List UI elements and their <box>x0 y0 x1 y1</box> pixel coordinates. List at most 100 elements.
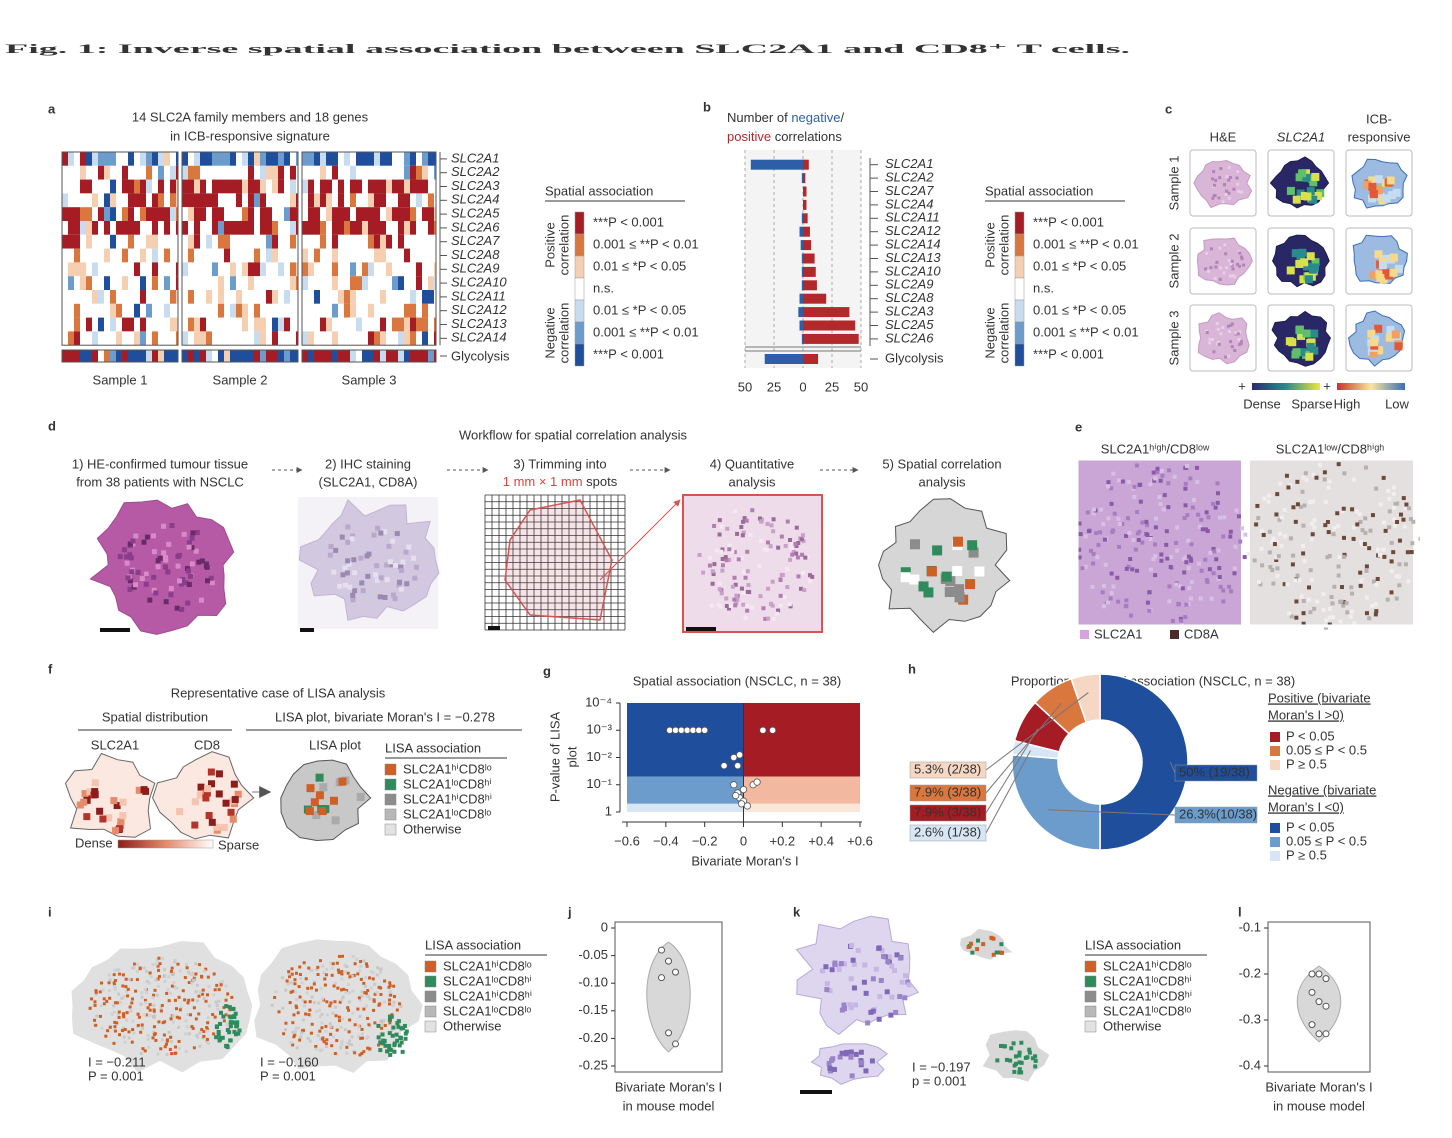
tissue-patch <box>1234 508 1239 513</box>
heatmap-cell <box>128 290 134 304</box>
tissue-patch <box>1311 472 1316 477</box>
tissue-patch <box>320 1012 324 1016</box>
region <box>743 703 860 777</box>
tissue-patch <box>387 559 393 565</box>
tissue-patch <box>765 540 770 545</box>
tissue-patch <box>293 1029 297 1033</box>
tissue-patch <box>347 1039 351 1043</box>
heatmap-cell <box>278 165 284 180</box>
tissue-patch <box>1385 597 1390 602</box>
heatmap-cell <box>242 234 248 249</box>
tissue-patch <box>776 545 781 550</box>
heatmap-cell <box>350 221 356 235</box>
point <box>701 726 709 734</box>
heatmap-cell <box>170 221 176 235</box>
heatmap-cell <box>326 234 332 249</box>
heatmap-cell <box>194 179 200 194</box>
tissue-patch <box>1392 505 1397 510</box>
tissue-patch <box>761 606 766 611</box>
tissue-patch <box>237 1028 242 1033</box>
tissue-patch <box>93 1018 97 1022</box>
tissue-patch <box>143 581 149 587</box>
tissue-patch <box>340 977 344 981</box>
tissue-patch <box>1362 542 1367 547</box>
tissue-patch <box>184 1032 188 1036</box>
legend-swatch <box>384 763 397 776</box>
heatmap-cell <box>140 207 146 221</box>
tissue-patch <box>113 968 117 972</box>
heatmap-cell <box>92 350 98 362</box>
heatmap-cell <box>110 179 116 194</box>
heatmap-cell <box>206 317 212 332</box>
legend-swatch <box>424 1020 437 1033</box>
heatmap-cell <box>398 193 404 208</box>
heatmap-cell <box>152 193 158 208</box>
heatmap-cell <box>290 248 296 263</box>
y-tick-label: -0.20 <box>578 1030 608 1045</box>
tissue-patch <box>1301 544 1306 549</box>
heatmap-cell <box>86 207 92 221</box>
tissue-patch <box>758 539 763 544</box>
tissue-patch <box>125 989 129 993</box>
heatmap-cell <box>158 331 164 346</box>
tissue-patch <box>349 1043 353 1047</box>
heatmap-cell <box>194 317 200 332</box>
heatmap-cell <box>266 276 272 290</box>
heatmap-cell <box>206 179 212 194</box>
tissue-patch <box>1285 337 1294 346</box>
tissue-patch <box>1254 522 1259 527</box>
legend-label: 0.001 ≤ **P < 0.01 <box>593 236 699 251</box>
tissue-patch <box>1017 1060 1022 1065</box>
heatmap-cell <box>122 193 128 208</box>
tissue-patch <box>153 988 157 992</box>
tissue-patch <box>360 990 364 994</box>
tissue-patch <box>185 600 191 606</box>
heatmap-cell <box>386 290 392 304</box>
heatmap-cell <box>374 303 380 318</box>
heatmap-cell <box>224 303 230 318</box>
tissue-patch <box>1101 521 1106 526</box>
tissue-patch <box>162 564 168 570</box>
heatmap-cell <box>140 317 146 332</box>
tissue-patch <box>1392 188 1401 197</box>
tissue-patch <box>1085 510 1090 515</box>
heatmap-cell <box>128 193 134 208</box>
bar <box>803 186 807 197</box>
tissue-patch <box>841 1002 847 1008</box>
tissue-patch <box>187 1032 191 1036</box>
label-box <box>909 804 987 822</box>
heatmap-cell <box>122 179 128 194</box>
tissue-patch <box>388 984 392 988</box>
tissue-patch <box>1197 561 1202 566</box>
heatmap-cell <box>416 193 422 208</box>
tissue-patch <box>130 997 134 1001</box>
tissue-patch <box>133 962 137 966</box>
tissue-patch <box>135 569 141 575</box>
heatmap-cell <box>62 221 68 235</box>
tissue-patch <box>379 1020 383 1024</box>
tissue-patch <box>186 581 192 587</box>
tissue-patch <box>207 985 211 989</box>
row-label: Sample 1 <box>1166 156 1181 211</box>
tissue-patch <box>1389 559 1394 564</box>
heatmap-cell <box>422 276 428 290</box>
heatmap-cell <box>332 248 338 263</box>
tissue-patch <box>198 597 204 603</box>
tissue-patch <box>328 1022 332 1026</box>
colorbar-label: Dense <box>75 835 113 850</box>
heatmap-cell <box>80 350 86 362</box>
tissue-patch <box>386 543 392 549</box>
heatmap-cell <box>308 179 314 194</box>
gene-label: SLC2A7 <box>451 233 500 248</box>
heatmap-cell <box>164 350 170 362</box>
heatmap-cell <box>392 221 398 235</box>
legend-label: SLC2A1ʰⁱCD8ʰⁱ <box>1103 988 1192 1003</box>
heatmap-cell <box>332 193 338 208</box>
tissue-patch <box>377 985 381 989</box>
tissue-patch <box>1292 195 1301 204</box>
tissue-patch <box>849 1073 855 1079</box>
tissue-patch <box>1232 571 1237 576</box>
tissue-patch <box>1391 550 1396 555</box>
heatmap-cell <box>326 276 332 290</box>
heatmap-cell <box>350 248 356 263</box>
